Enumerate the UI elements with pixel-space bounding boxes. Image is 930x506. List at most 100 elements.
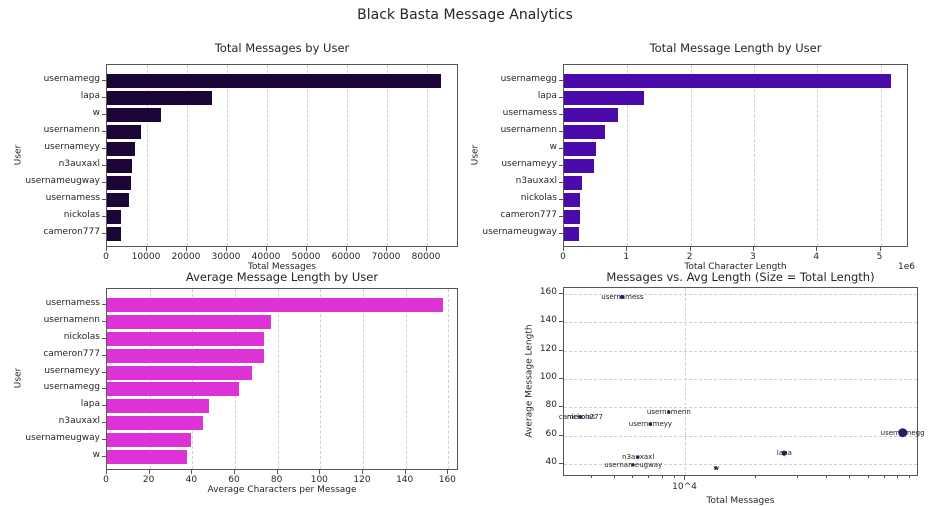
- gridline: [564, 435, 917, 437]
- x-tick-label: 10000: [131, 252, 161, 262]
- y-tick: [559, 148, 563, 150]
- x-tick: [386, 247, 387, 251]
- y-tick: [559, 114, 563, 116]
- bar: [564, 125, 606, 140]
- gridline: [227, 65, 228, 246]
- point-label: usernamegg: [880, 428, 925, 437]
- gridline: [817, 65, 819, 246]
- x-minor-tick: [613, 476, 615, 478]
- bar: [107, 74, 441, 89]
- data-point: [620, 295, 625, 300]
- bar: [564, 91, 644, 106]
- gridline: [387, 65, 388, 246]
- bar: [107, 209, 122, 224]
- gridline: [564, 322, 917, 324]
- point-label: n3auxaxl: [622, 453, 655, 462]
- x-tick: [306, 247, 307, 251]
- x-tick-label: 3: [750, 252, 756, 262]
- x-minor-tick: [849, 476, 851, 478]
- y-tick: [102, 80, 106, 82]
- y-tick: [559, 321, 563, 323]
- y-tick-label: usernameugway: [25, 175, 100, 186]
- x-tick-label: 140: [396, 475, 414, 485]
- x-tick-label: 20: [142, 475, 155, 485]
- gridline: [187, 65, 188, 246]
- bar: [107, 158, 133, 173]
- bar: [107, 298, 443, 313]
- y-tick-label: nickolas: [63, 332, 100, 342]
- x-tick: [146, 247, 147, 251]
- y-tick-label: w: [92, 108, 100, 119]
- x-tick-label: 1: [623, 252, 630, 262]
- y-tick: [102, 131, 106, 133]
- point-label: cameron777: [558, 412, 603, 421]
- gridline: [427, 65, 428, 246]
- x-tick: [266, 247, 267, 251]
- y-tick: [559, 292, 563, 294]
- bar: [564, 175, 582, 190]
- x-tick-label: 5: [876, 252, 883, 262]
- x-minor-tick: [867, 476, 869, 478]
- gridline: [307, 65, 308, 246]
- y-tick-label: usernamess: [502, 108, 557, 119]
- y-tick: [102, 181, 106, 183]
- bar: [107, 449, 187, 464]
- gridline: [267, 65, 268, 246]
- y-axis-label: User: [470, 144, 481, 165]
- x-tick-label: 40: [185, 475, 198, 485]
- x-minor-tick: [909, 476, 911, 478]
- x-tick-label: 10^4: [672, 482, 697, 492]
- gridline: [627, 65, 629, 246]
- y-tick: [102, 388, 106, 390]
- plot-area: usernamessusernamennnickolascameron777us…: [559, 287, 925, 476]
- gridline: [880, 65, 882, 246]
- gridline: [690, 65, 692, 246]
- x-tick: [106, 247, 107, 251]
- gridline: [363, 289, 364, 469]
- y-tick-label: lapa: [80, 399, 100, 410]
- y-tick-label: usernamegg: [500, 74, 557, 85]
- bar: [564, 192, 581, 207]
- y-tick: [559, 131, 563, 133]
- point-label: usernameyy: [628, 420, 673, 429]
- point-label: usernameugway: [604, 460, 663, 469]
- gridline: [564, 378, 917, 380]
- y-tick: [559, 198, 563, 200]
- x-tick: [148, 470, 150, 474]
- x-tick: [186, 247, 187, 251]
- bar: [564, 209, 581, 224]
- x-tick-label: 160: [438, 475, 456, 485]
- x-tick: [447, 470, 449, 474]
- y-tick-label: usernameyy: [44, 142, 100, 153]
- y-tick-label: nickolas: [520, 192, 557, 203]
- bar: [107, 365, 253, 380]
- x-minor-tick: [632, 476, 634, 478]
- y-tick-label: usernamess: [45, 298, 100, 309]
- x-minor-tick: [755, 476, 757, 478]
- x-tick-label: 120: [353, 475, 371, 485]
- y-tick-label: 40: [545, 457, 557, 468]
- y-tick-label: usernameugway: [25, 432, 100, 443]
- x-tick: [226, 247, 227, 251]
- bar: [564, 74, 892, 89]
- x-minor-tick: [647, 476, 649, 478]
- x-tick: [362, 470, 363, 474]
- plot-area: [106, 64, 458, 247]
- bar: [107, 226, 122, 241]
- x-tick: [106, 470, 107, 474]
- x-axis-label: Average Characters per Message: [207, 485, 357, 495]
- bar: [107, 416, 203, 430]
- x-minor-tick: [796, 476, 798, 478]
- x-tick: [684, 476, 686, 480]
- x-tick: [191, 470, 193, 474]
- gridline: [753, 65, 755, 246]
- bar: [564, 108, 619, 123]
- x-tick-label: 30000: [211, 252, 241, 262]
- y-tick: [102, 438, 106, 440]
- data-point: [714, 466, 718, 470]
- x-minor-tick: [661, 476, 663, 478]
- x-tick-label: 50000: [291, 252, 321, 262]
- gridline: [347, 65, 348, 246]
- x-tick-label: 0: [103, 252, 109, 262]
- x-tick: [426, 247, 427, 251]
